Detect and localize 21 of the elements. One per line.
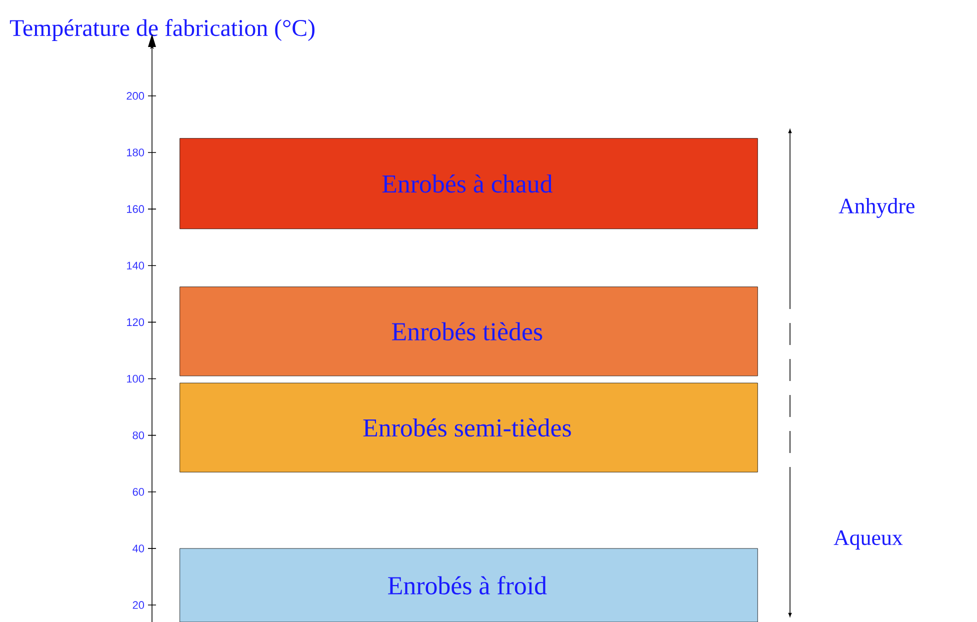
annotation: Aqueux [834,530,903,550]
y-tick-label: 20 [132,601,144,609]
series-label: Enrobés à chaud [382,174,552,193]
bar [180,548,758,622]
annotation: Anhydre [838,198,914,218]
y-tick-label: 180 [127,148,144,156]
y-tick-label: 120 [127,318,144,326]
bar [180,138,758,230]
series-label: Enrobés tièdes [392,322,542,341]
y-tick-label: 80 [132,431,144,440]
bar [180,286,758,376]
y-tick-label: 160 [127,205,144,213]
series-label: Enrobés à froid [388,576,547,594]
y-axis-title: Température de fabrication (°C) [10,19,314,41]
series-label: Enrobés semi-tièdes [363,418,571,437]
bar [180,382,758,472]
y-tick-label: 60 [132,488,144,496]
y-tick-label: 100 [127,374,144,383]
y-tick-label: 200 [126,92,144,100]
y-tick-label: 140 [127,262,144,270]
y-tick-label: 40 [132,544,144,552]
